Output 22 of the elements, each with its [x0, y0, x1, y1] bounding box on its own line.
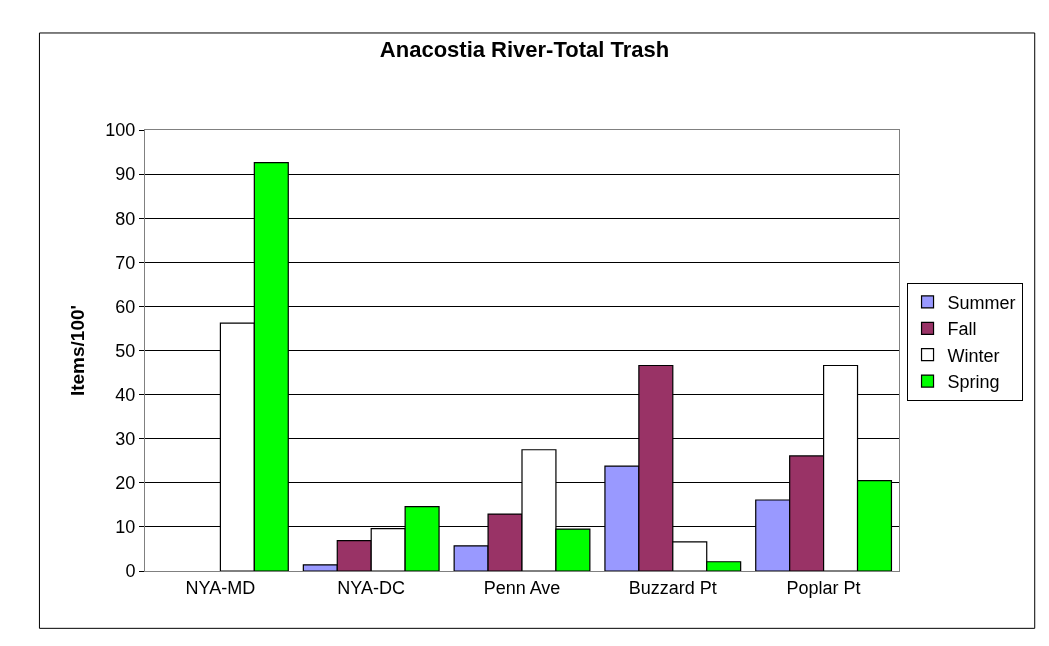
y-tick-label: 100 — [105, 120, 136, 141]
legend-label: Fall — [947, 319, 977, 340]
x-tick-label: NYA-MD — [185, 577, 256, 598]
y-tick-label: 10 — [115, 517, 136, 538]
x-tick-label: Penn Ave — [483, 577, 561, 598]
chart-title: Anacostia River-Total Trash — [379, 37, 670, 63]
legend-label: Spring — [947, 372, 1000, 393]
y-tick-label: 20 — [115, 473, 136, 494]
y-tick-label: 80 — [115, 208, 136, 229]
x-tick-label: NYA-DC — [337, 577, 406, 598]
y-tick-label: 30 — [115, 429, 136, 449]
legend-label: Summer — [947, 292, 1016, 313]
y-tick-label: 50 — [115, 340, 136, 361]
y-tick-label: 40 — [115, 384, 136, 405]
y-tick-label: 60 — [115, 296, 136, 317]
y-tick-label: 90 — [115, 164, 136, 185]
y-tick-label: 70 — [115, 252, 136, 273]
x-tick-label: Poplar Pt — [786, 577, 861, 598]
y-axis-title: Items/100' — [67, 304, 89, 397]
y-tick-label: 0 — [125, 561, 136, 582]
x-tick-label: Buzzard Pt — [628, 577, 717, 598]
legend-label: Winter — [947, 345, 1000, 366]
